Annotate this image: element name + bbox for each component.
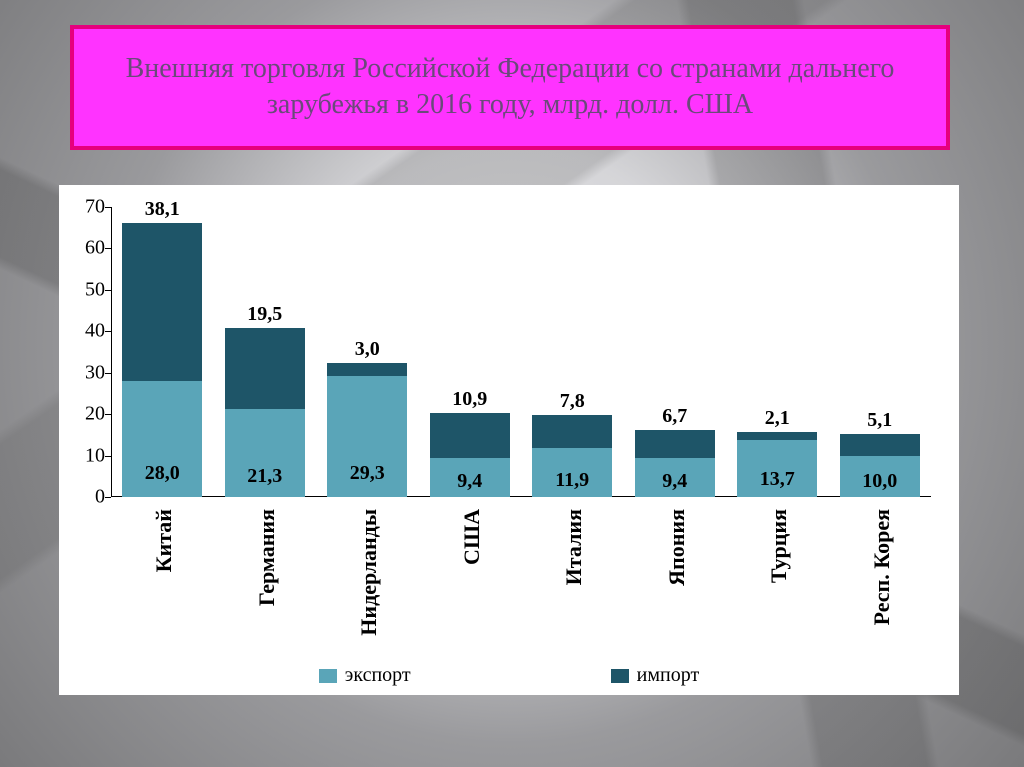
- bar-segment-import: [327, 363, 407, 375]
- slide-title: Внешняя торговля Российской Федерации со…: [104, 51, 916, 124]
- category-label: Респ. Корея: [869, 509, 895, 625]
- category-label: Турция: [766, 509, 792, 583]
- y-tick-label: 50: [85, 278, 105, 301]
- bar-value-import: 10,9: [430, 388, 510, 411]
- y-tick-mark: [105, 414, 111, 415]
- category-label: США: [459, 509, 485, 565]
- y-tick-mark: [105, 207, 111, 208]
- y-tick-mark: [105, 248, 111, 249]
- category-label: Нидерланды: [356, 509, 382, 636]
- bar-value-export: 21,3: [225, 465, 305, 488]
- legend: экспорт импорт: [59, 664, 959, 687]
- bar-value-export: 9,4: [430, 470, 510, 493]
- y-tick-mark: [105, 331, 111, 332]
- bars-container: 28,038,121,319,529,33,09,410,911,97,89,4…: [111, 207, 931, 497]
- bar-segment-import: [635, 430, 715, 458]
- legend-label-import: импорт: [637, 664, 700, 687]
- y-tick-label: 70: [85, 196, 105, 219]
- bar-value-import: 5,1: [840, 409, 920, 432]
- category-label: Германия: [254, 509, 280, 606]
- bar-value-export: 9,4: [635, 470, 715, 493]
- legend-swatch-export: [319, 669, 337, 683]
- bar-segment-import: [840, 434, 920, 455]
- bar-value-import: 7,8: [532, 390, 612, 413]
- bar-segment-import: [225, 328, 305, 409]
- y-tick-label: 60: [85, 237, 105, 260]
- bar-value-import: 6,7: [635, 405, 715, 428]
- bar-value-import: 2,1: [737, 407, 817, 430]
- bar-value-export: 10,0: [840, 470, 920, 493]
- chart-panel: 28,0 38,1 21,3 19,5 29,3 3,0 9,4 10,9 11,9 7,8 9,4…: [59, 185, 959, 695]
- bar-value-import: 19,5: [225, 303, 305, 326]
- y-tick-label: 0: [95, 486, 105, 509]
- bar-value-import: 38,1: [122, 198, 202, 221]
- category-label: Япония: [664, 509, 690, 586]
- y-tick-label: 40: [85, 320, 105, 343]
- legend-swatch-import: [611, 669, 629, 683]
- bar-value-export: 28,0: [122, 462, 202, 485]
- legend-item-import: импорт: [611, 664, 700, 687]
- title-box: Внешняя торговля Российской Федерации со…: [70, 25, 950, 150]
- bar-value-export: 11,9: [532, 469, 612, 492]
- bar-value-export: 29,3: [327, 462, 407, 485]
- y-tick-mark: [105, 497, 111, 498]
- bar-value-export: 13,7: [737, 468, 817, 491]
- legend-label-export: экспорт: [345, 664, 411, 687]
- y-tick-mark: [105, 373, 111, 374]
- bar-segment-import: [737, 432, 817, 441]
- y-tick-mark: [105, 456, 111, 457]
- bar-value-import: 3,0: [327, 338, 407, 361]
- category-label: Китай: [151, 509, 177, 572]
- y-tick-label: 20: [85, 403, 105, 426]
- legend-item-export: экспорт: [319, 664, 411, 687]
- category-label: Италия: [561, 509, 587, 585]
- bar-segment-import: [122, 223, 202, 381]
- y-tick-label: 10: [85, 444, 105, 467]
- bar-segment-import: [430, 413, 510, 458]
- y-tick-mark: [105, 290, 111, 291]
- y-tick-label: 30: [85, 361, 105, 384]
- plot-area: 28,038,121,319,529,33,09,410,911,97,89,4…: [111, 207, 931, 497]
- bar-segment-import: [532, 415, 612, 447]
